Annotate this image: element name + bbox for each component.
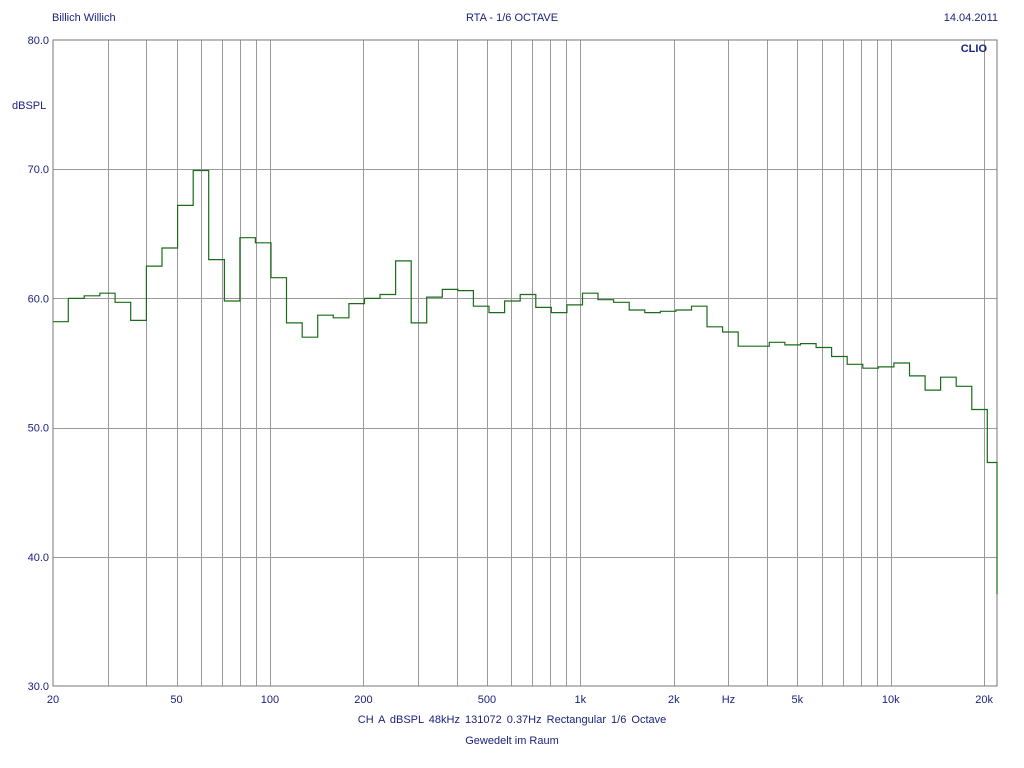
x-tick-label: 200 (354, 694, 372, 706)
y-axis-label: dBSPL (12, 100, 46, 112)
grid-lines (53, 40, 997, 686)
header-left-title: Billich Willich (52, 12, 116, 24)
x-tick-label: 20 (47, 694, 59, 706)
x-tick-label: 20k (975, 694, 993, 706)
plot-frame (52, 39, 998, 687)
header-chart-title: RTA - 1/6 OCTAVE (465, 12, 559, 24)
x-tick-label: 5k (791, 694, 803, 706)
y-axis-tick-labels: 80.0 70.0 60.0 50.0 40.0 30.0 (28, 35, 49, 693)
y-tick-label: 80.0 (28, 35, 49, 47)
x-tick-label: 10k (882, 694, 900, 706)
y-tick-label: 70.0 (28, 164, 49, 176)
x-tick-label: 100 (261, 694, 279, 706)
clio-brand-label: CLIO (961, 43, 988, 55)
y-tick-label: 30.0 (28, 681, 49, 693)
y-tick-label: 40.0 (28, 552, 49, 564)
y-tick-label: 60.0 (28, 293, 49, 305)
measurement-note: Gewedelt im Raum (465, 735, 559, 747)
x-tick-label: 50 (170, 694, 182, 706)
x-tick-label: 2k (668, 694, 680, 706)
x-tick-label: 500 (478, 694, 496, 706)
header-date: 14.04.2011 (943, 12, 998, 24)
series-line-0 (53, 169, 998, 595)
x-axis-tick-labels: 20 50 100 200 500 1k 2k Hz 5k 10k 20k (47, 694, 994, 706)
x-tick-label: 1k (575, 694, 587, 706)
series-group (53, 169, 998, 595)
measurement-settings: CH A dBSPL 48kHz 131072 0.37Hz Rectangul… (357, 714, 667, 726)
y-tick-label: 50.0 (28, 423, 49, 435)
x-tick-label: Hz (722, 694, 735, 706)
